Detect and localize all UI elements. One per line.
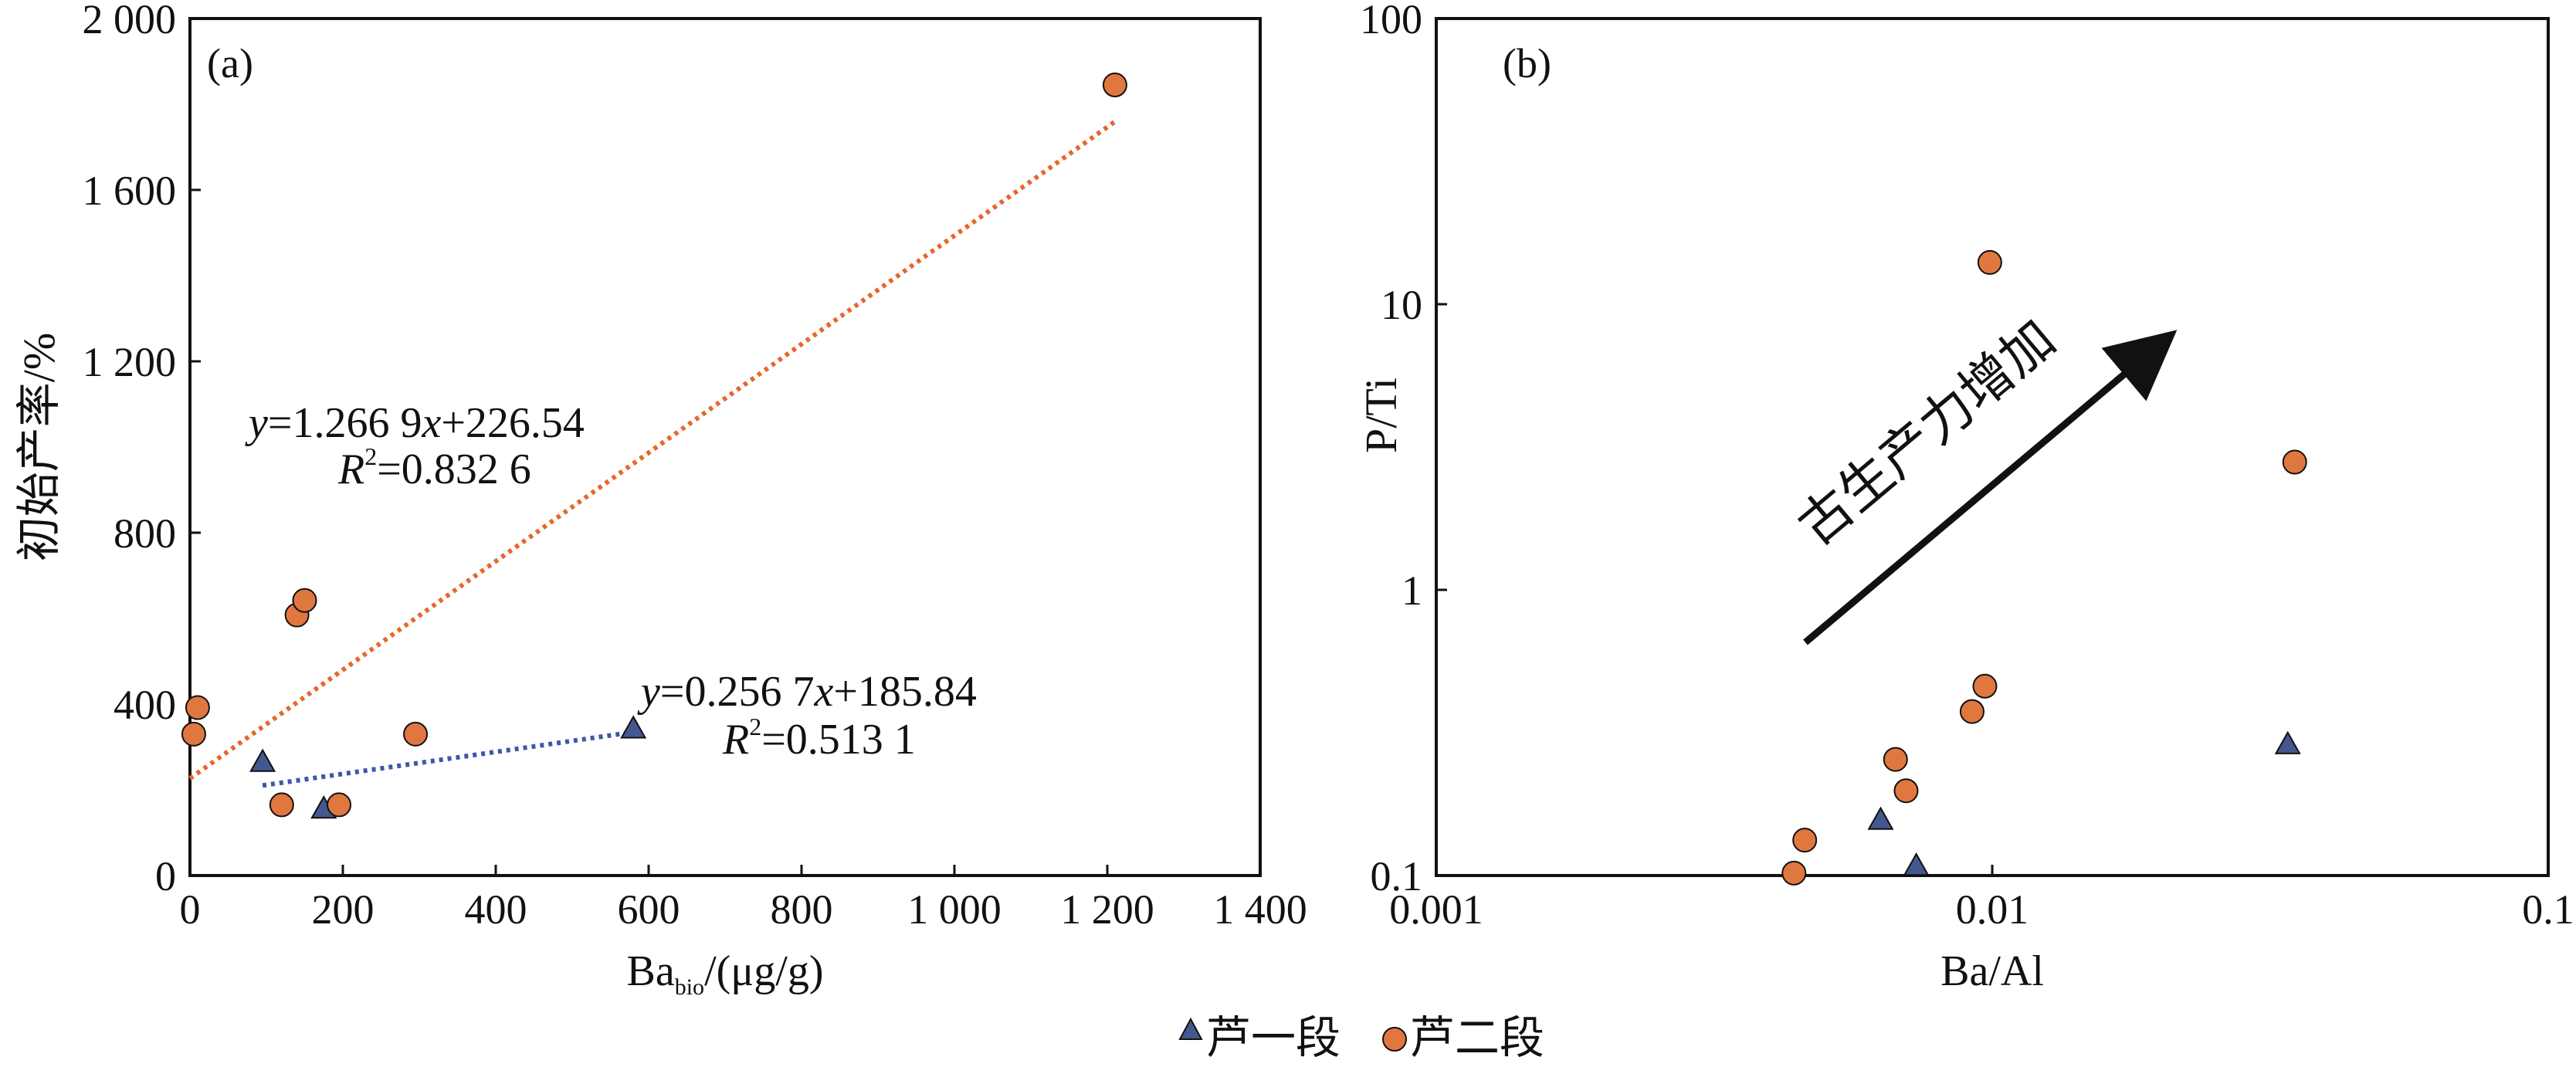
panel-b-x-tick-label: 0.1 xyxy=(2522,886,2574,933)
panel-b-y-tick-label: 1 xyxy=(1402,567,1422,614)
panel-a-x-tick-label: 800 xyxy=(771,886,833,933)
panel-b-x-tick-label: 0.001 xyxy=(1389,886,1483,933)
panel-a: 0 200 400 600 800 1 000 1 200 1 400 0 400 800 1 200… xyxy=(14,0,1307,1000)
panel-a-y-tick-label: 400 xyxy=(114,682,176,728)
panel-a-ticks: 0 200 400 600 800 1 000 1 200 1 400 0 400 800 1 200… xyxy=(83,0,1307,933)
panel-a-y-tick-label: 1 600 xyxy=(83,168,177,214)
panel-a-point-circle xyxy=(269,792,294,818)
panel-a-frame xyxy=(188,17,1262,877)
panel-a-y-tick-label: 2 000 xyxy=(83,0,177,42)
panel-b-point-circle xyxy=(1972,673,1998,699)
panel-b-point-circle xyxy=(1883,747,1908,772)
legend-triangle-marker xyxy=(1178,1017,1203,1040)
panel-a-points xyxy=(181,73,1127,819)
panel-a-fit-orange-equation: y=1.266 9x+226.54 xyxy=(245,399,585,447)
panel-b: 0.001 0.01 0.1 0.1 1 10 100 (b) 古生产力增加 Ba/Al P… xyxy=(1356,0,2574,995)
panel-a-x-tick-label: 600 xyxy=(618,886,680,933)
panel-a-fit-orange-r2: R2=0.832 6 xyxy=(337,442,531,493)
panel-a-point-circle xyxy=(185,695,210,720)
panel-a-point-circle xyxy=(181,721,206,747)
panel-b-point-triangle xyxy=(1867,806,1894,830)
legend: 芦一段 芦二段 xyxy=(1178,1013,1544,1063)
panel-a-point-triangle xyxy=(620,715,647,739)
panel-a-y-axis-label: 初始产率/% xyxy=(14,333,64,561)
panel-b-y-tick-label: 0.1 xyxy=(1371,853,1423,899)
panel-a-x-tick-label: 1 400 xyxy=(1213,886,1307,933)
legend-series1-label: 芦一段 xyxy=(1206,1013,1341,1063)
panel-b-point-circle xyxy=(1977,249,2002,275)
panel-b-point-triangle xyxy=(2274,730,2301,754)
panel-a-y-tick-label: 800 xyxy=(114,510,176,557)
panel-a-x-tick-label: 1 000 xyxy=(907,886,1002,933)
panel-b-arrow-annotation: 古生产力增加 xyxy=(1788,309,2066,556)
panel-a-label: (a) xyxy=(207,40,253,86)
panel-b-y-axis-label: P/Ti xyxy=(1356,378,1406,453)
panel-a-x-axis-label: Babio/(μg/g) xyxy=(627,947,824,1000)
panel-a-point-circle xyxy=(327,792,352,818)
panel-a-fit-line-blue xyxy=(262,730,634,788)
panel-b-point-circle xyxy=(2282,449,2307,475)
panel-a-point-circle xyxy=(403,721,429,747)
panel-b-point-circle xyxy=(1893,778,1919,804)
panel-a-x-tick-label: 0 xyxy=(180,886,201,933)
panel-b-ticks: 0.001 0.01 0.1 0.1 1 10 100 xyxy=(1360,0,2574,933)
panel-b-y-tick-label: 10 xyxy=(1381,282,1422,328)
legend-circle-marker xyxy=(1382,1027,1407,1052)
panel-b-point-circle xyxy=(1959,699,1985,724)
panel-a-fit-blue-r2: R2=0.513 1 xyxy=(722,713,916,764)
panel-b-point-circle xyxy=(1781,860,1807,886)
panel-a-y-tick-label: 1 200 xyxy=(83,339,177,385)
panel-a-point-circle xyxy=(292,588,317,613)
panel-a-x-tick-label: 200 xyxy=(312,886,375,933)
panel-b-point-triangle xyxy=(1903,852,1930,876)
panel-a-fit-line-orange xyxy=(188,120,1117,781)
panel-a-point-circle xyxy=(1102,73,1127,98)
panel-a-y-tick-label: 0 xyxy=(155,853,176,899)
panel-b-label: (b) xyxy=(1503,40,1551,86)
panel-a-fit-lines xyxy=(188,120,1117,788)
panel-b-trend-arrow xyxy=(1803,330,2178,645)
panel-b-point-circle xyxy=(1792,828,1818,853)
legend-series2-label: 芦二段 xyxy=(1410,1013,1544,1063)
panel-b-x-axis-label: Ba/Al xyxy=(1940,947,2044,995)
panel-a-x-tick-label: 1 200 xyxy=(1060,886,1154,933)
panel-a-x-tick-label: 400 xyxy=(465,886,527,933)
panel-b-x-tick-label: 0.01 xyxy=(1956,886,2029,933)
panel-b-y-tick-label: 100 xyxy=(1360,0,1422,42)
panel-a-fit-blue-equation: y=0.256 7x+185.84 xyxy=(637,668,977,716)
panel-b-points xyxy=(1781,249,2307,886)
panel-b-frame xyxy=(1435,17,2550,877)
panel-a-point-triangle xyxy=(249,748,276,772)
